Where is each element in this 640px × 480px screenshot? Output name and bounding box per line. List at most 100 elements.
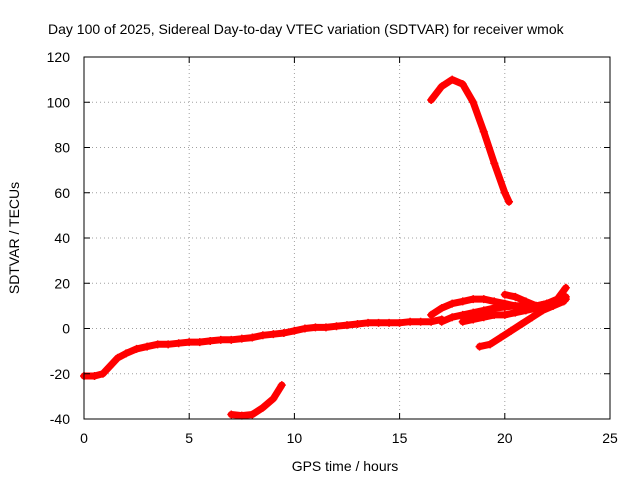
data-point: [311, 323, 320, 332]
data-point: [321, 323, 330, 332]
series-track: [427, 76, 513, 206]
data-point: [479, 313, 488, 322]
y-tick-label: 60: [54, 185, 70, 201]
data-point: [469, 295, 478, 304]
data-point: [469, 308, 478, 317]
data-point: [469, 98, 478, 107]
data-point: [105, 362, 114, 371]
data-point: [174, 339, 183, 348]
data-point: [458, 310, 467, 319]
data-point: [486, 340, 495, 349]
data-point: [517, 319, 526, 328]
series-track: [80, 315, 446, 380]
grid: [84, 57, 610, 419]
y-tick-label: 100: [47, 94, 71, 110]
data-point: [448, 313, 457, 322]
data-point: [500, 303, 509, 312]
data-point: [437, 304, 446, 313]
axis-ticks: 0 5 10 15 20 25 -40 -20 0 20 40 60 80 100 120: [47, 49, 618, 446]
data-point: [248, 410, 257, 419]
data-point: [374, 318, 383, 327]
data-point: [290, 326, 299, 335]
data-point: [542, 299, 551, 308]
data-point: [521, 306, 530, 315]
y-axis-label: SDTVAR / TECUs: [6, 182, 22, 294]
x-tick-label: 15: [392, 430, 408, 446]
data-point: [511, 301, 520, 310]
data-point: [98, 369, 107, 378]
data-point: [227, 335, 236, 344]
data-point: [500, 310, 509, 319]
data-point: [237, 411, 246, 420]
y-tick-label: 0: [62, 321, 70, 337]
data-point: [216, 335, 225, 344]
y-tick-label: -40: [50, 411, 70, 427]
data-point: [132, 344, 141, 353]
x-tick-label: 25: [602, 430, 618, 446]
data-point: [458, 80, 467, 89]
data-point: [427, 310, 436, 319]
y-tick-label: -20: [50, 366, 70, 382]
series-track-upper-d: [500, 283, 570, 310]
data-point: [332, 322, 341, 331]
data-point: [406, 317, 415, 326]
data-point: [500, 188, 509, 197]
data-point: [561, 283, 570, 292]
data-point: [448, 299, 457, 308]
x-tick-label: 0: [80, 430, 88, 446]
data-series: [80, 75, 570, 420]
series-track-main: [80, 315, 446, 381]
data-point: [279, 329, 288, 338]
series-track: [227, 381, 286, 420]
data-point: [258, 403, 267, 412]
data-point: [277, 381, 286, 390]
y-tick-label: 120: [47, 49, 71, 65]
data-point: [113, 353, 122, 362]
data-point: [364, 318, 373, 327]
data-point: [479, 295, 488, 304]
y-tick-label: 20: [54, 275, 70, 291]
data-point: [343, 321, 351, 330]
data-point: [490, 310, 499, 319]
data-point: [532, 301, 541, 310]
data-point: [511, 308, 520, 317]
x-tick-label: 10: [287, 430, 303, 446]
data-point: [269, 330, 278, 339]
data-point: [507, 326, 516, 335]
series-track-spike: [427, 75, 514, 206]
data-point: [458, 317, 467, 326]
data-point: [153, 340, 162, 349]
data-point: [269, 394, 278, 403]
data-point: [122, 349, 131, 358]
data-point: [469, 315, 478, 324]
data-point: [500, 290, 509, 299]
data-point: [490, 297, 499, 306]
data-point: [248, 333, 257, 342]
data-point: [395, 318, 404, 327]
x-tick-label: 5: [185, 430, 193, 446]
data-point: [195, 338, 204, 347]
data-point: [258, 331, 267, 340]
data-point: [300, 324, 309, 333]
data-point: [90, 372, 99, 381]
data-point: [511, 292, 520, 301]
data-point: [416, 317, 425, 326]
data-point: [237, 334, 246, 343]
data-point: [227, 410, 236, 419]
data-point: [528, 313, 537, 322]
data-point: [385, 318, 394, 327]
data-point: [437, 82, 446, 91]
data-point: [490, 304, 499, 313]
y-tick-label: 40: [54, 230, 70, 246]
data-point: [479, 127, 488, 136]
plot-frame: [83, 56, 611, 420]
data-point: [521, 297, 530, 306]
x-axis-label: GPS time / hours: [292, 458, 399, 474]
data-point: [143, 342, 152, 351]
data-point: [437, 317, 446, 326]
data-point: [553, 295, 562, 304]
data-point: [479, 306, 488, 315]
data-point: [505, 197, 514, 206]
chart-title: Day 100 of 2025, Sidereal Day-to-day VTE…: [48, 21, 565, 37]
